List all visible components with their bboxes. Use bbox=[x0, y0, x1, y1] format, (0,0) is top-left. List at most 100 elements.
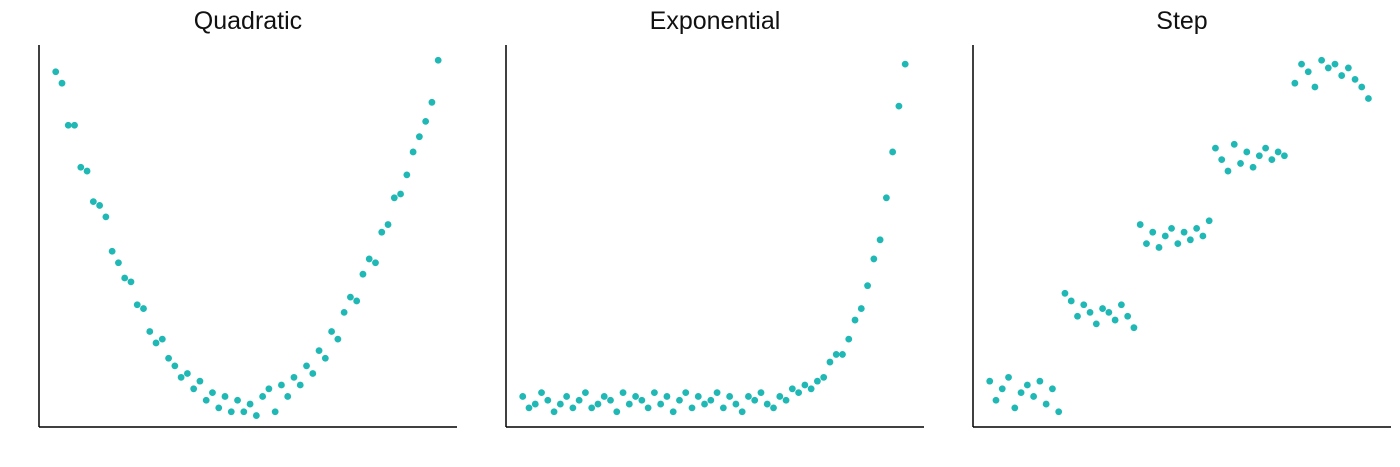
point bbox=[334, 335, 342, 343]
point bbox=[1212, 144, 1219, 152]
point bbox=[372, 259, 379, 267]
point bbox=[1023, 381, 1031, 389]
point bbox=[83, 167, 91, 175]
point bbox=[663, 393, 671, 400]
point bbox=[133, 301, 141, 309]
point bbox=[1291, 79, 1299, 87]
point bbox=[1186, 236, 1194, 244]
chart-title: Exponential bbox=[650, 7, 781, 35]
point bbox=[215, 404, 223, 412]
point bbox=[669, 408, 677, 416]
point bbox=[1230, 140, 1238, 148]
point bbox=[826, 358, 834, 366]
point bbox=[738, 408, 746, 416]
point bbox=[359, 270, 367, 278]
point bbox=[588, 404, 596, 412]
point bbox=[632, 393, 639, 400]
point bbox=[158, 335, 166, 343]
point bbox=[1338, 72, 1346, 79]
point bbox=[89, 198, 97, 206]
point bbox=[839, 351, 846, 358]
point bbox=[347, 293, 354, 301]
point bbox=[321, 354, 329, 362]
chart-title: Step bbox=[1156, 7, 1207, 35]
point bbox=[177, 373, 185, 381]
point bbox=[1243, 148, 1251, 156]
point bbox=[776, 393, 784, 400]
point bbox=[1017, 389, 1025, 397]
point bbox=[713, 389, 721, 397]
point bbox=[1205, 217, 1213, 225]
point bbox=[757, 389, 765, 397]
point bbox=[619, 389, 627, 397]
point bbox=[397, 190, 404, 198]
point bbox=[1193, 224, 1201, 232]
point bbox=[1311, 83, 1319, 91]
point bbox=[252, 412, 260, 419]
point bbox=[986, 377, 994, 385]
point bbox=[108, 247, 116, 255]
point bbox=[795, 389, 802, 397]
point bbox=[650, 389, 658, 397]
point bbox=[121, 274, 129, 282]
point bbox=[688, 404, 696, 412]
point bbox=[1143, 240, 1150, 248]
point bbox=[1042, 400, 1050, 408]
point bbox=[409, 148, 417, 156]
point bbox=[1080, 301, 1088, 309]
point bbox=[531, 400, 539, 408]
point bbox=[851, 316, 859, 324]
point bbox=[1005, 373, 1012, 381]
point bbox=[1036, 377, 1044, 385]
point bbox=[864, 282, 871, 290]
point bbox=[1255, 152, 1263, 160]
point bbox=[52, 68, 60, 76]
point bbox=[1168, 224, 1175, 232]
point bbox=[1011, 404, 1019, 412]
point bbox=[1318, 56, 1326, 64]
point bbox=[77, 163, 85, 171]
point bbox=[102, 213, 110, 221]
point bbox=[1218, 156, 1226, 164]
point bbox=[422, 118, 430, 125]
point bbox=[732, 400, 740, 408]
point bbox=[1237, 160, 1244, 167]
point bbox=[64, 121, 72, 129]
point bbox=[992, 396, 1000, 404]
point bbox=[221, 393, 229, 400]
point bbox=[259, 393, 267, 400]
point bbox=[575, 396, 583, 404]
point bbox=[763, 400, 771, 408]
point bbox=[190, 385, 198, 393]
point bbox=[1324, 64, 1332, 72]
chart-title: Quadratic bbox=[194, 7, 302, 35]
point bbox=[519, 393, 527, 400]
point bbox=[127, 278, 135, 286]
point bbox=[876, 236, 884, 244]
point bbox=[403, 171, 411, 179]
point bbox=[556, 400, 564, 408]
point bbox=[152, 339, 160, 347]
point bbox=[538, 389, 545, 397]
point bbox=[309, 370, 317, 377]
point bbox=[1061, 289, 1069, 297]
point bbox=[525, 404, 533, 412]
point bbox=[115, 259, 122, 267]
point bbox=[303, 362, 310, 370]
point bbox=[788, 385, 796, 393]
point bbox=[415, 133, 423, 141]
point bbox=[353, 297, 361, 305]
point bbox=[202, 396, 210, 404]
point bbox=[296, 381, 304, 389]
point bbox=[582, 389, 589, 397]
point bbox=[707, 396, 715, 404]
point bbox=[895, 102, 903, 110]
point bbox=[71, 121, 78, 129]
point bbox=[1067, 297, 1075, 305]
point bbox=[196, 377, 204, 385]
point bbox=[1304, 68, 1312, 76]
point bbox=[600, 393, 608, 400]
point bbox=[240, 408, 248, 416]
point bbox=[434, 56, 442, 64]
point bbox=[594, 400, 602, 408]
